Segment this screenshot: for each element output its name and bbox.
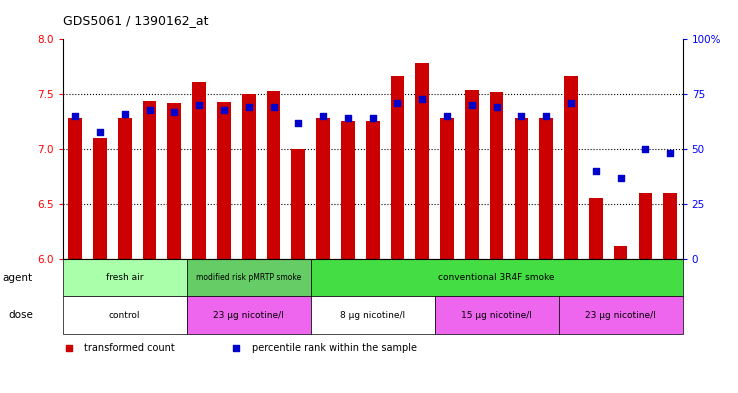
Point bbox=[317, 113, 329, 119]
Text: agent: agent bbox=[3, 273, 33, 283]
Bar bbox=[217, 102, 231, 259]
Bar bbox=[589, 198, 603, 259]
Point bbox=[63, 345, 75, 351]
Text: 23 μg nicotine/l: 23 μg nicotine/l bbox=[213, 311, 284, 320]
Point bbox=[292, 119, 304, 126]
Text: 15 μg nicotine/l: 15 μg nicotine/l bbox=[461, 311, 532, 320]
Bar bbox=[311, 296, 435, 334]
Text: percentile rank within the sample: percentile rank within the sample bbox=[252, 343, 417, 353]
Bar bbox=[663, 193, 677, 259]
Point bbox=[590, 168, 601, 174]
Point bbox=[664, 151, 676, 157]
Bar bbox=[187, 259, 311, 296]
Point bbox=[441, 113, 453, 119]
Point bbox=[516, 113, 528, 119]
Bar bbox=[118, 118, 131, 259]
Text: control: control bbox=[109, 311, 140, 320]
Bar bbox=[565, 75, 578, 259]
Text: GDS5061 / 1390162_at: GDS5061 / 1390162_at bbox=[63, 15, 208, 28]
Bar bbox=[366, 121, 379, 259]
Point bbox=[367, 115, 379, 121]
Point bbox=[243, 104, 255, 110]
Bar bbox=[142, 101, 156, 259]
Bar bbox=[93, 138, 107, 259]
Bar bbox=[490, 92, 503, 259]
Point bbox=[491, 104, 503, 110]
Bar bbox=[317, 118, 330, 259]
Point bbox=[615, 174, 627, 181]
Bar bbox=[539, 118, 553, 259]
Bar bbox=[614, 246, 627, 259]
Point bbox=[69, 113, 81, 119]
Point bbox=[193, 102, 205, 108]
Bar bbox=[266, 91, 280, 259]
Bar bbox=[415, 63, 429, 259]
Text: 8 μg nicotine/l: 8 μg nicotine/l bbox=[340, 311, 405, 320]
Point bbox=[392, 100, 404, 106]
Point bbox=[230, 345, 242, 351]
Point bbox=[119, 111, 131, 117]
Text: fresh air: fresh air bbox=[106, 273, 143, 282]
Bar bbox=[441, 118, 454, 259]
Point bbox=[342, 115, 354, 121]
Point bbox=[565, 100, 577, 106]
Bar bbox=[514, 118, 528, 259]
Bar bbox=[193, 82, 206, 259]
Point bbox=[640, 146, 652, 152]
Point bbox=[416, 95, 428, 102]
Point bbox=[218, 107, 230, 113]
Bar bbox=[390, 75, 404, 259]
Bar bbox=[168, 103, 181, 259]
Bar bbox=[187, 296, 311, 334]
Bar bbox=[63, 296, 187, 334]
Bar bbox=[638, 193, 652, 259]
Point bbox=[466, 102, 477, 108]
Point bbox=[168, 108, 180, 115]
Bar bbox=[559, 296, 683, 334]
Text: transformed count: transformed count bbox=[84, 343, 175, 353]
Text: modified risk pMRTP smoke: modified risk pMRTP smoke bbox=[196, 273, 301, 282]
Bar bbox=[69, 118, 82, 259]
Point bbox=[144, 107, 156, 113]
Bar bbox=[292, 149, 305, 259]
Bar bbox=[242, 94, 255, 259]
Point bbox=[540, 113, 552, 119]
Bar bbox=[311, 259, 683, 296]
Bar bbox=[465, 90, 479, 259]
Point bbox=[94, 129, 106, 135]
Text: 23 μg nicotine/l: 23 μg nicotine/l bbox=[585, 311, 656, 320]
Point bbox=[268, 104, 280, 110]
Text: dose: dose bbox=[8, 310, 33, 320]
Bar bbox=[435, 296, 559, 334]
Bar bbox=[63, 259, 187, 296]
Bar bbox=[341, 121, 355, 259]
Text: conventional 3R4F smoke: conventional 3R4F smoke bbox=[438, 273, 555, 282]
